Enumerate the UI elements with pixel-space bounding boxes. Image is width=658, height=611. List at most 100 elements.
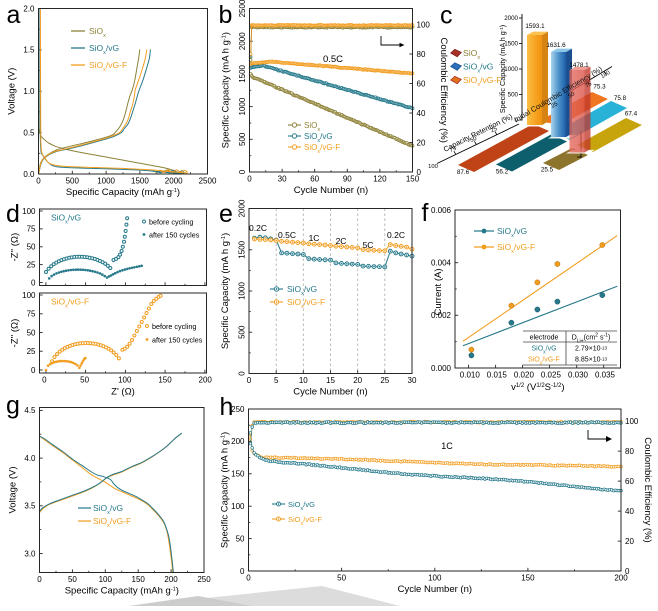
svg-text:SiOx/vG-F: SiOx/vG-F [89, 60, 127, 73]
svg-text:50: 50 [27, 328, 36, 337]
svg-text:Cycle Number (n): Cycle Number (n) [293, 387, 367, 398]
svg-text:before cycling: before cycling [152, 322, 196, 331]
svg-text:v1/2 (V1/2S-1/2): v1/2 (V1/2S-1/2) [511, 382, 564, 393]
svg-text:25: 25 [27, 260, 36, 269]
svg-text:0: 0 [31, 278, 36, 287]
svg-text:25: 25 [490, 126, 498, 134]
svg-text:200: 200 [614, 574, 628, 583]
svg-text:1500: 1500 [238, 240, 247, 258]
svg-text:g: g [6, 392, 20, 420]
svg-text:90: 90 [343, 175, 352, 184]
svg-text:4.0: 4.0 [24, 454, 36, 463]
svg-text:Current (A): Current (A) [433, 269, 444, 316]
svg-text:40: 40 [417, 109, 426, 118]
svg-text:1000: 1000 [238, 97, 247, 115]
svg-text:50: 50 [68, 575, 77, 584]
svg-text:SiOx/vG-F: SiOx/vG-F [463, 75, 502, 88]
svg-text:120: 120 [373, 175, 387, 184]
svg-text:75: 75 [449, 146, 457, 154]
svg-text:250: 250 [231, 405, 245, 414]
svg-text:0: 0 [240, 567, 245, 576]
svg-text:SiOx/vG-F: SiOx/vG-F [93, 516, 131, 529]
svg-text:SiOx/vG-F: SiOx/vG-F [528, 357, 560, 367]
svg-text:100: 100 [417, 20, 431, 29]
svg-text:50: 50 [337, 574, 346, 583]
svg-text:500: 500 [238, 325, 247, 339]
svg-text:e: e [219, 200, 233, 228]
svg-text:60: 60 [625, 477, 634, 486]
svg-text:100: 100 [428, 574, 442, 583]
svg-text:1000: 1000 [504, 66, 518, 73]
svg-text:8.85×10-13: 8.85×10-13 [575, 356, 608, 364]
svg-text:25: 25 [380, 376, 389, 385]
svg-text:electrode: electrode [530, 335, 559, 342]
svg-text:2C: 2C [336, 236, 347, 246]
svg-text:before cycling: before cycling [149, 218, 193, 227]
svg-text:200: 200 [231, 437, 245, 446]
svg-text:0: 0 [625, 567, 630, 576]
svg-text:80: 80 [417, 50, 426, 59]
svg-text:SiOx: SiOx [89, 26, 106, 39]
svg-text:10: 10 [299, 376, 308, 385]
svg-text:500: 500 [238, 132, 247, 146]
svg-text:0.000: 0.000 [431, 364, 452, 373]
svg-text:80: 80 [625, 447, 634, 456]
svg-text:20: 20 [625, 537, 634, 546]
svg-text:500: 500 [66, 177, 80, 186]
svg-text:SiOx/vG-F: SiOx/vG-F [51, 297, 89, 310]
svg-text:0.5: 0.5 [23, 128, 35, 137]
svg-text:1478.1: 1478.1 [569, 62, 589, 69]
svg-text:0.035: 0.035 [595, 371, 616, 380]
svg-text:0.2C: 0.2C [249, 223, 267, 233]
svg-text:0.0: 0.0 [23, 170, 35, 179]
svg-text:30: 30 [408, 376, 417, 385]
svg-text:30: 30 [278, 175, 287, 184]
svg-text:0: 0 [247, 376, 252, 385]
svg-text:Specific Capacity (mA h g-1): Specific Capacity (mA h g-1) [220, 233, 231, 349]
svg-text:a: a [7, 1, 21, 29]
svg-text:200: 200 [199, 376, 213, 385]
svg-text:Specific Capacity (mA h g-1): Specific Capacity (mA h g-1) [221, 32, 232, 148]
svg-text:0: 0 [247, 175, 252, 184]
svg-text:0: 0 [238, 371, 247, 376]
svg-text:SiOx/vG: SiOx/vG [531, 346, 556, 356]
svg-text:25: 25 [550, 101, 559, 109]
svg-text:60: 60 [310, 175, 319, 184]
svg-text:Specific Capacity (mAh g-1): Specific Capacity (mAh g-1) [66, 187, 180, 198]
svg-text:1500: 1500 [504, 41, 518, 48]
svg-text:2.79×10-13: 2.79×10-13 [575, 345, 608, 353]
svg-text:5: 5 [274, 376, 279, 385]
svg-text:150: 150 [231, 470, 245, 479]
svg-text:1C: 1C [441, 441, 453, 451]
svg-text:0.5C: 0.5C [323, 54, 343, 65]
svg-text:40: 40 [625, 507, 634, 516]
svg-text:0: 0 [37, 575, 42, 584]
svg-text:200: 200 [164, 575, 178, 584]
svg-text:100: 100 [600, 70, 611, 80]
svg-text:50: 50 [236, 534, 245, 543]
svg-text:75.8: 75.8 [614, 95, 627, 102]
svg-text:100: 100 [428, 164, 438, 170]
svg-text:150: 150 [406, 175, 420, 184]
svg-text:Cycle Number (n): Cycle Number (n) [398, 584, 472, 595]
svg-text:Voltage (V): Voltage (V) [7, 68, 18, 115]
svg-text:SiOx/vG-F: SiOx/vG-F [287, 297, 325, 310]
svg-text:SiOx/vG: SiOx/vG [89, 43, 119, 56]
svg-text:2000: 2000 [504, 15, 518, 22]
svg-text:d: d [6, 200, 20, 228]
svg-text:1C: 1C [309, 233, 320, 243]
svg-text:2000: 2000 [238, 199, 247, 217]
svg-text:25: 25 [27, 347, 36, 356]
svg-text:100: 100 [99, 575, 113, 584]
svg-text:Cycle Number (n): Cycle Number (n) [294, 185, 368, 196]
svg-text:250: 250 [197, 575, 211, 584]
svg-text:75: 75 [584, 81, 593, 89]
svg-text:2000: 2000 [165, 177, 183, 186]
svg-text:20: 20 [417, 138, 426, 147]
svg-text:100: 100 [22, 291, 36, 300]
svg-text:2500: 2500 [199, 177, 217, 186]
svg-text:0.2C: 0.2C [387, 230, 405, 240]
svg-text:SiOx/vG: SiOx/vG [51, 213, 81, 226]
svg-text:0.5C: 0.5C [278, 230, 296, 240]
svg-text:3.5: 3.5 [24, 502, 36, 511]
